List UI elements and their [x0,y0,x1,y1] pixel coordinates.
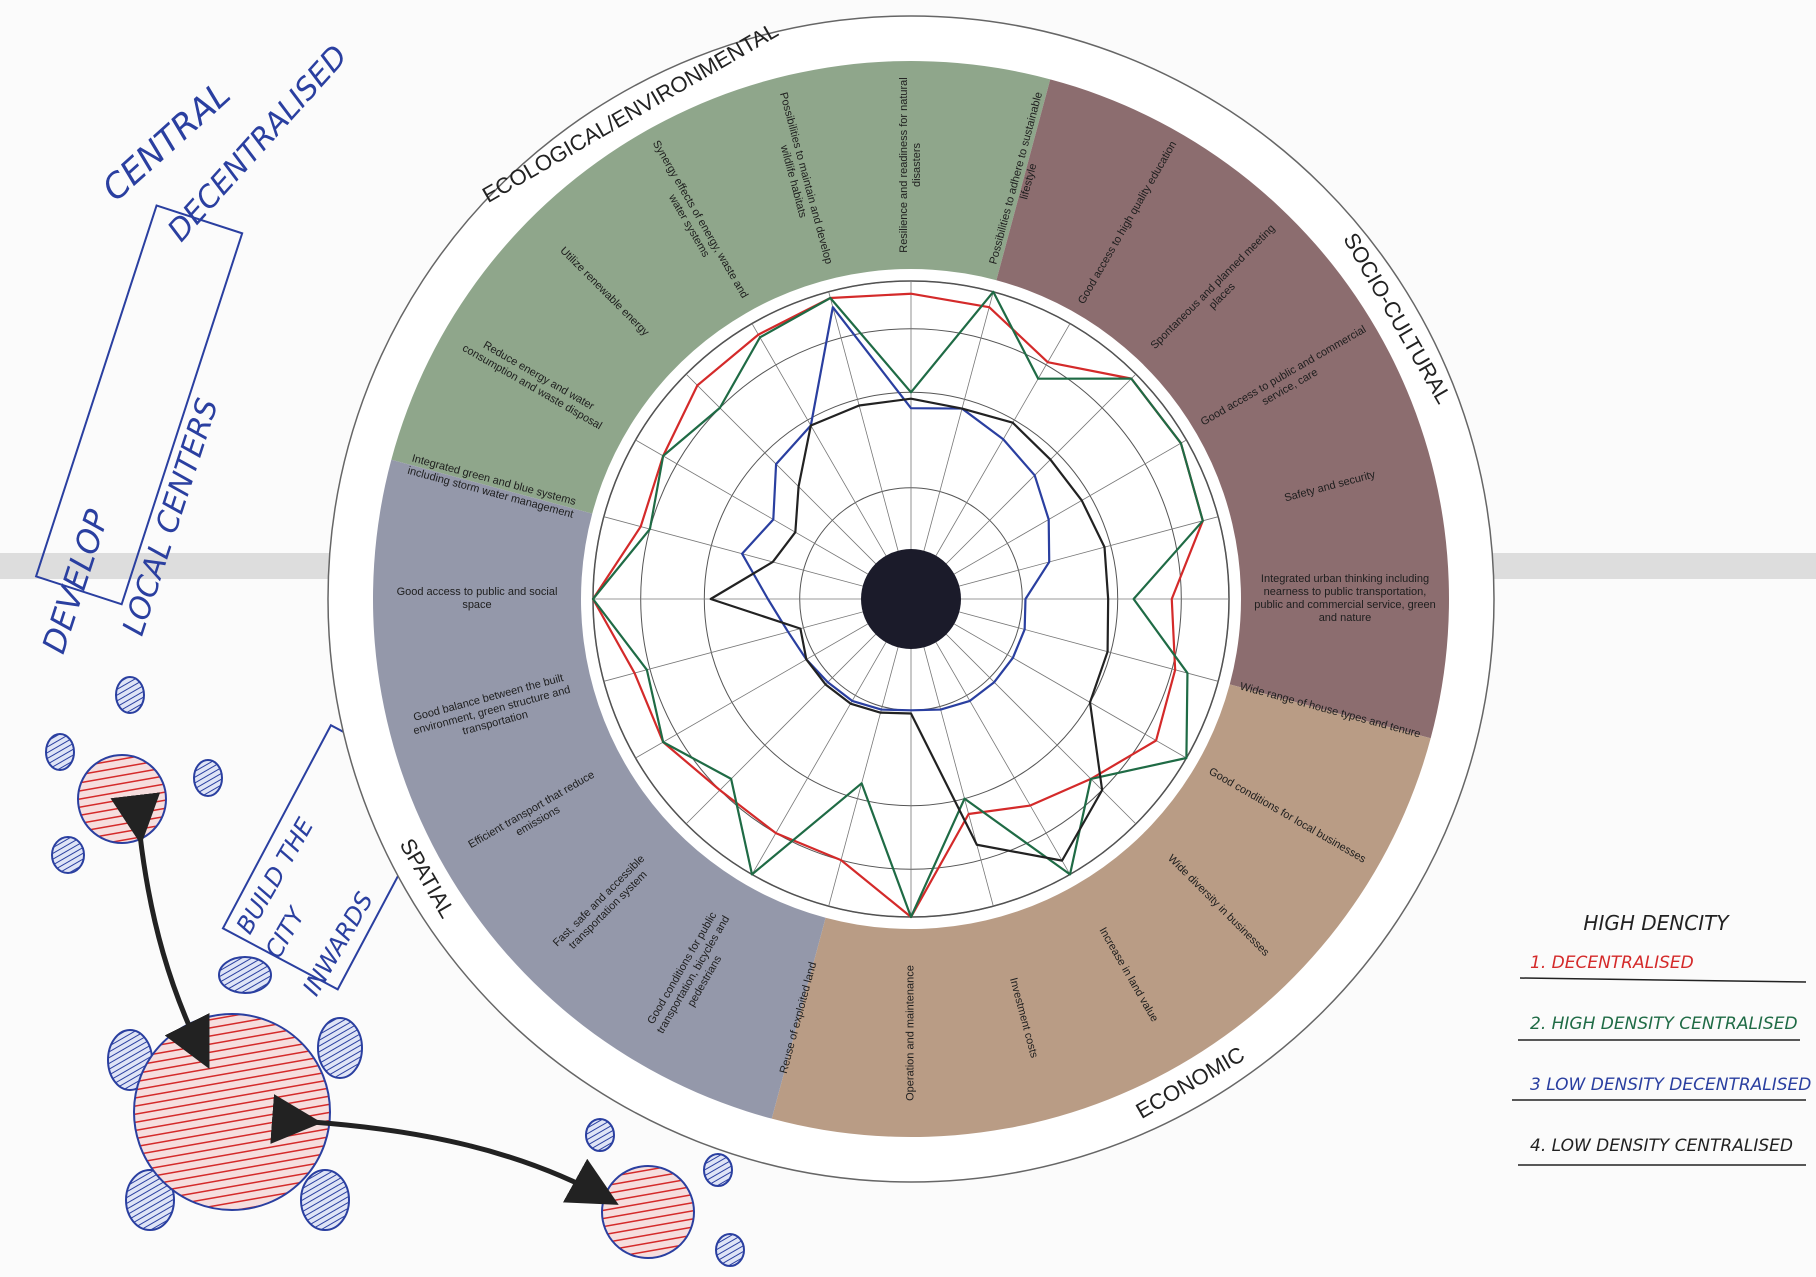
axis-spoke [910,598,1137,825]
category-label: Good access to public and social space [396,586,558,611]
axis-spoke [635,598,912,759]
legend-title: HIGH DENCITY [1583,911,1730,935]
axis-spoke [685,598,912,825]
sector [373,459,826,1119]
axis-spoke [828,598,912,907]
axis-spoke [910,598,994,907]
legend-entry: 3 LOW DENSITY DECENTRALISED [1530,1075,1811,1095]
sector [996,79,1449,739]
axis-spoke [910,516,1219,600]
axis-spoke [910,598,1187,759]
category-label: Resilience and readiness for natural dis… [898,77,923,253]
category-label: Operation and maintenance [904,965,917,1101]
axis-spoke [603,516,912,600]
legend-entry: 2. HIGH DENSITY CENTRALISED [1530,1014,1798,1034]
series-line [591,290,1204,919]
sector [391,60,1051,514]
axis-spoke [910,291,994,600]
annotation: DEVELOP [35,505,117,658]
axis-spoke [910,323,1071,600]
annotation: LOCAL CENTERS [116,394,226,639]
category-label: Integrated urban thinking including near… [1254,573,1436,624]
axis-spoke [751,598,912,875]
axis-spoke [910,598,1071,875]
axis-spoke [828,291,912,600]
series-line [709,397,1110,862]
axis-spoke [910,598,1219,682]
axis-spoke [603,598,912,682]
sketch [34,204,745,1267]
legend-entry: 4. LOW DENSITY CENTRALISED [1530,1136,1793,1156]
annotation: INWARDS [297,887,378,1000]
legend-rules [1512,977,1807,1166]
hub [861,549,961,649]
series-line [740,306,1051,712]
axis-spoke [910,373,1137,600]
sector [771,684,1431,1137]
legend-entry: 1. DECENTRALISED [1530,953,1694,973]
axis-spoke [751,323,912,600]
